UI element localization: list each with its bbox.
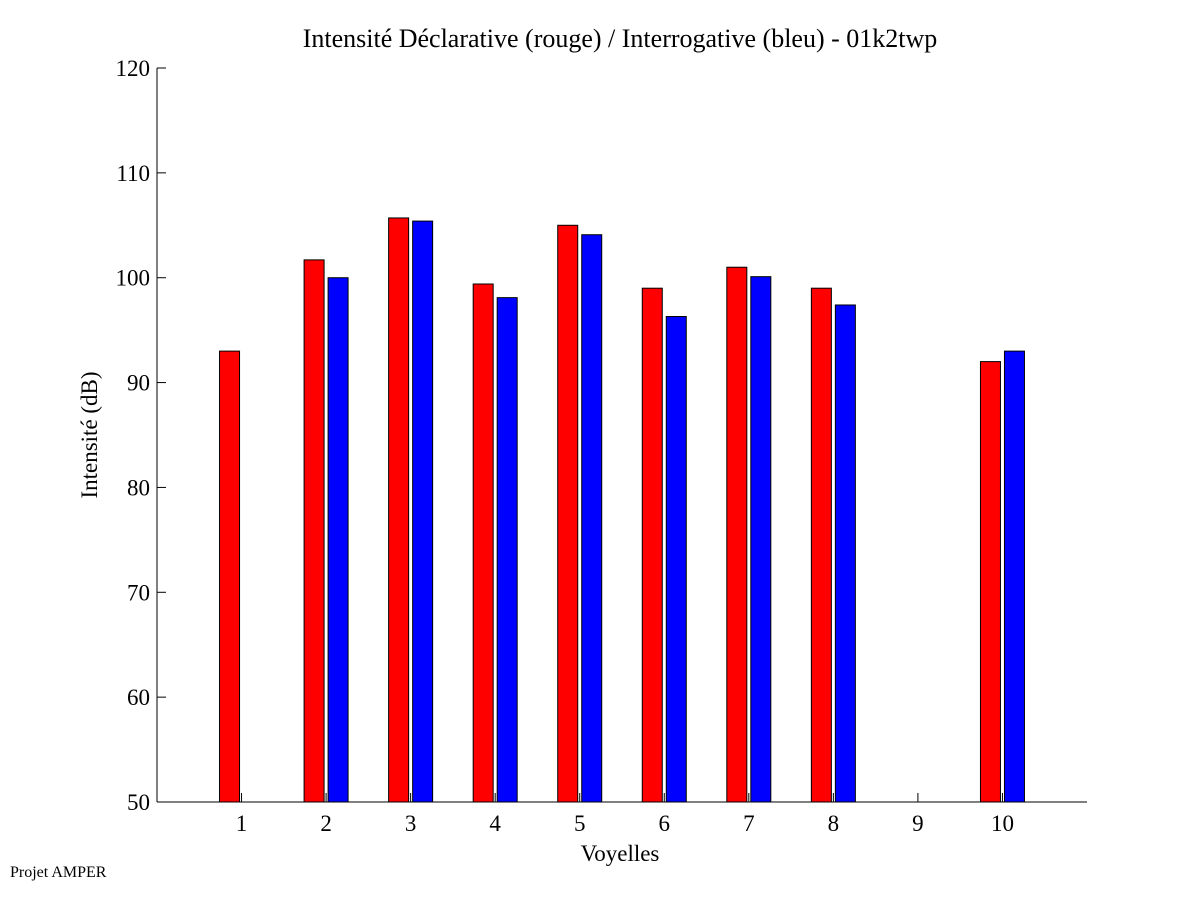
y-axis-label: Intensité (dB): [77, 371, 102, 498]
bar-declarative-4: [472, 283, 494, 803]
bar-declarative-8: [810, 287, 832, 803]
x-tick-label: 7: [743, 811, 755, 836]
y-tick-label: 110: [116, 161, 150, 186]
bar-declarative-3: [388, 217, 410, 803]
x-tick-label: 3: [405, 811, 417, 836]
bar-declarative-6: [641, 287, 663, 803]
bar-interrogative-6: [665, 316, 687, 803]
x-tick-label: 4: [489, 811, 501, 836]
footer-credit: Projet AMPER: [10, 864, 107, 881]
x-tick-label: 5: [574, 811, 586, 836]
bar-declarative-5: [557, 224, 579, 803]
bar-interrogative-10: [1003, 350, 1025, 803]
y-tick-label: 50: [127, 790, 150, 815]
bar-declarative-7: [726, 266, 748, 803]
bar-declarative-10: [979, 361, 1001, 803]
bar-interrogative-4: [496, 297, 518, 803]
y-tick-label: 60: [127, 685, 150, 710]
x-axis-label: Voyelles: [581, 841, 660, 866]
bar-declarative-1: [219, 350, 241, 803]
x-tick-label: 1: [236, 811, 248, 836]
y-tick-label: 80: [127, 475, 150, 500]
bar-interrogative-7: [750, 276, 772, 803]
x-tick-label: 8: [828, 811, 840, 836]
x-tick-label: 2: [320, 811, 332, 836]
y-tick-label: 100: [116, 266, 151, 291]
y-tick-label: 70: [127, 580, 150, 605]
y-tick-label: 90: [127, 371, 150, 396]
bar-interrogative-3: [412, 220, 434, 803]
chart-title: Intensité Déclarative (rouge) / Interrog…: [303, 24, 938, 53]
bar-interrogative-2: [327, 277, 349, 803]
bar-interrogative-5: [581, 234, 603, 803]
y-tick-label: 120: [116, 56, 151, 81]
x-tick-label: 9: [912, 811, 924, 836]
bar-declarative-2: [303, 259, 325, 803]
bar-interrogative-8: [834, 304, 856, 803]
x-tick-label: 6: [659, 811, 671, 836]
x-tick-label: 10: [991, 811, 1014, 836]
